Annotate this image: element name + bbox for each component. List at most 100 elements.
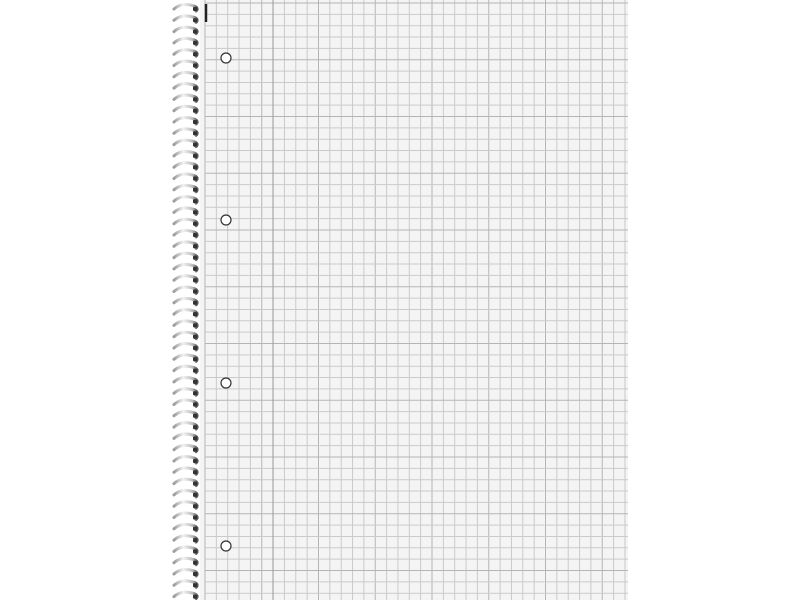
coil (172, 534, 199, 544)
coil (172, 398, 199, 408)
coil (172, 161, 199, 171)
coil (172, 104, 199, 115)
coil-hole (193, 436, 197, 441)
hole (220, 540, 232, 552)
coil-hole (193, 142, 197, 147)
coil (172, 262, 199, 273)
coil-hole (193, 402, 197, 407)
coil-hole (193, 549, 197, 554)
coil (172, 432, 199, 442)
coil-hole (193, 504, 197, 509)
punch-holes (220, 52, 232, 552)
coil-hole (193, 255, 197, 260)
coil (172, 522, 199, 533)
coil (172, 116, 199, 126)
coil (172, 217, 199, 228)
coil-hole (193, 40, 197, 45)
coil-hole (193, 538, 197, 543)
coil (172, 455, 199, 465)
coil-hole (193, 334, 197, 339)
coil-hole (193, 470, 197, 475)
coil (172, 488, 199, 499)
coil (172, 545, 199, 555)
coil (172, 466, 199, 476)
coil-hole (193, 244, 197, 249)
coil-hole (193, 300, 197, 305)
coil-hole (193, 233, 197, 237)
coil (172, 342, 199, 352)
coil (172, 285, 199, 295)
hole (220, 214, 232, 226)
coil-hole (193, 560, 197, 565)
coil (172, 590, 199, 600)
coil (172, 319, 199, 329)
coil-hole (193, 459, 197, 463)
coil-hole (193, 86, 197, 91)
coil-hole (193, 131, 197, 136)
coil-hole (193, 572, 197, 576)
hole (220, 377, 232, 389)
coil (172, 14, 199, 24)
coil-hole (193, 492, 197, 497)
paper (200, 0, 628, 600)
coil (172, 579, 199, 589)
coil-hole (193, 63, 197, 68)
coil (172, 172, 199, 182)
coil (172, 93, 199, 103)
coil-hole (193, 278, 197, 283)
coil (172, 25, 199, 36)
coil-hole (193, 176, 197, 181)
coil-hole (193, 210, 197, 215)
coil (172, 195, 199, 205)
coil-hole (193, 289, 197, 294)
coil-hole (193, 74, 197, 79)
coil (172, 251, 199, 262)
coil (172, 409, 199, 420)
coil-hole (193, 515, 197, 520)
coil (172, 511, 199, 521)
coil-hole (193, 199, 197, 204)
coil-hole (193, 346, 197, 350)
coil (172, 556, 199, 567)
coil-hole (193, 594, 197, 599)
coil (172, 443, 199, 454)
coil-hole (193, 221, 197, 226)
coil-hole (193, 153, 197, 158)
coil (172, 330, 199, 341)
coil-hole (193, 368, 197, 373)
coil (172, 229, 199, 239)
coil-hole (193, 425, 197, 430)
coil-hole (193, 29, 197, 34)
coil (172, 48, 199, 58)
coil (172, 127, 199, 137)
coil-hole (193, 323, 197, 328)
coil (172, 421, 199, 431)
coil-hole (193, 391, 197, 396)
coil-hole (193, 108, 197, 113)
coil (172, 183, 199, 194)
coil (172, 70, 199, 81)
coil (172, 308, 199, 318)
coil (172, 36, 199, 47)
coil-hole (193, 447, 197, 452)
coil-hole (193, 312, 197, 317)
coil (172, 240, 199, 250)
coil-hole (193, 583, 197, 588)
coil (172, 138, 199, 149)
coil (172, 364, 199, 375)
grid (204, 0, 628, 600)
coil (172, 500, 199, 510)
coil-hole (193, 526, 197, 531)
coil (172, 206, 199, 216)
coil-hole (193, 7, 197, 11)
coil-hole (193, 357, 197, 362)
coil (172, 387, 199, 397)
coil (172, 149, 199, 160)
coil-hole (193, 187, 197, 192)
coil (172, 353, 199, 363)
coil-hole (193, 481, 197, 486)
coil-hole (193, 266, 197, 271)
coil-hole (193, 18, 197, 23)
